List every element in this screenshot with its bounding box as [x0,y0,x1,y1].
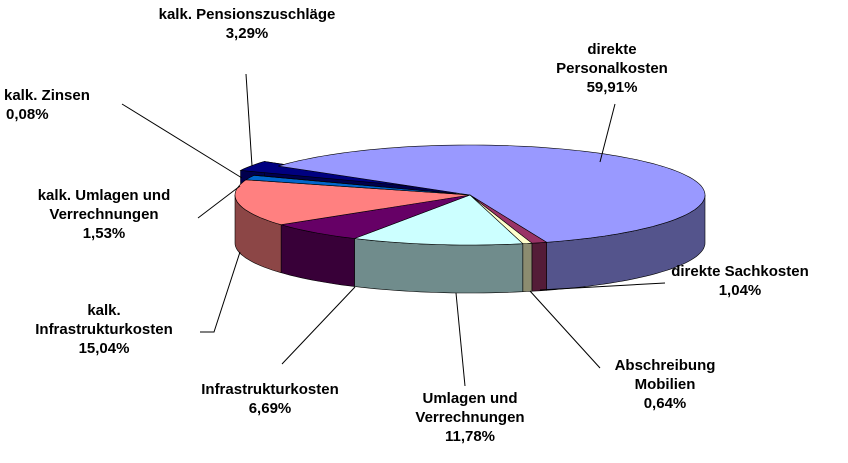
data-label: Umlagen und Verrechnungen 11,78% [395,389,545,446]
slice-wall [354,238,524,294]
value-label: 6,69% [248,400,292,417]
data-label: Infrastrukturkosten 6,69% [185,380,355,418]
leader-line [529,290,601,369]
slice [278,144,706,243]
data-label: kalk. Zinsen 0,08% [4,86,124,124]
data-label: kalk. Pensionszuschläge 3,29% [152,5,342,43]
category-label: direkte Personalkosten [556,41,668,77]
leader-line [245,73,253,167]
leader-line [539,282,666,291]
slice-wall [522,242,533,293]
value-label: 3,29% [225,25,269,42]
value-label: 0,08% [6,106,49,123]
leader-lines [121,73,666,387]
category-label: Umlagen und Verrechnungen [415,390,525,426]
data-label: Abschreibung Mobilien 0,64% [595,356,735,413]
slice-wall [531,241,547,292]
value-label: 59,91% [586,79,638,96]
leader-line [121,103,243,179]
data-label: direkte Personalkosten 59,91% [537,40,687,97]
category-label: kalk. Umlagen und Verrechnungen [37,187,171,223]
category-label: kalk. Pensionszuschläge [158,6,336,23]
leader-line [455,292,466,387]
value-label: 1,53% [82,225,126,242]
value-label: 11,78% [444,428,496,445]
leader-line [200,251,241,333]
slice [354,194,524,246]
slice [281,194,471,239]
value-label: 0,64% [643,395,687,412]
leader-line [197,185,241,219]
value-label: 15,04% [78,340,130,357]
leader-line [599,103,616,163]
category-label: Abschreibung Mobilien [614,357,716,393]
data-label: kalk. Umlagen und Verrechnungen 1,53% [14,186,194,243]
category-label: direkte Sachkosten [671,263,809,280]
data-label: kalk. Infrastrukturkosten 15,04% [19,301,189,358]
category-label: kalk. Infrastrukturkosten [35,302,173,338]
leader-line [281,286,356,365]
value-label: 1,04% [718,282,762,299]
category-label: Infrastrukturkosten [201,381,339,398]
slice [252,174,471,196]
data-label: direkte Sachkosten 1,04% [655,262,825,300]
category-label: kalk. Zinsen [4,87,90,104]
